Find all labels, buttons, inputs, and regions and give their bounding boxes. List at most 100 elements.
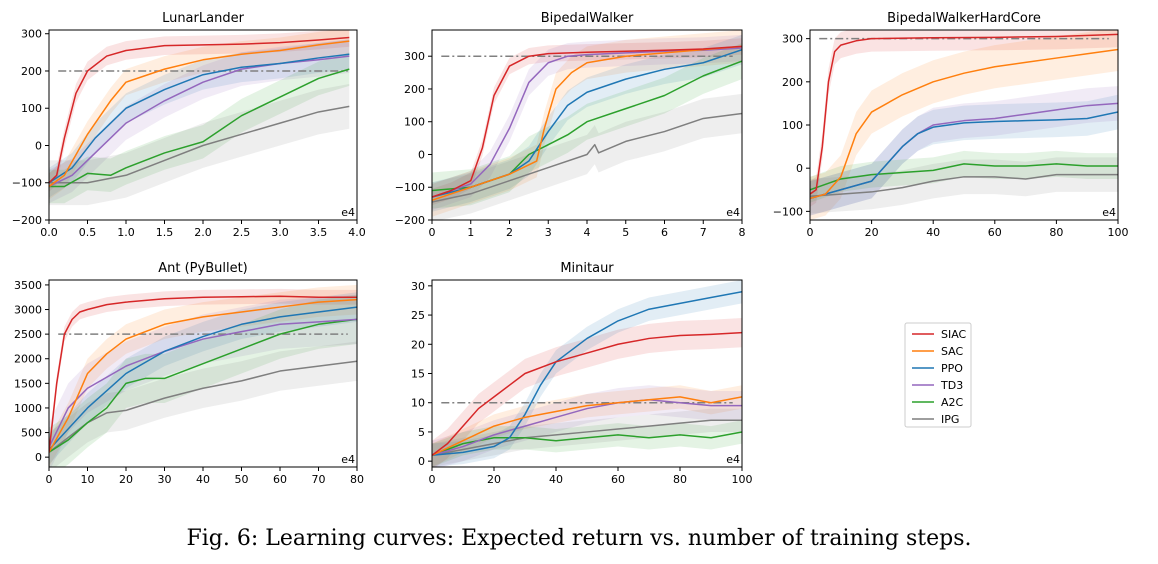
plot-area-lunarlander	[49, 30, 350, 206]
panel-title: Minitaur	[560, 261, 614, 276]
x-tick-label: 80	[673, 473, 687, 486]
x-scale-label: e4	[726, 206, 740, 219]
series-line-ppo	[49, 53, 350, 184]
legend: SIAC SAC PPO TD3 A2C IPG	[904, 322, 972, 428]
y-tick-label: 200	[404, 83, 425, 96]
plot-area-ant-pybullet	[49, 284, 357, 467]
y-tick-label: −100	[395, 181, 425, 194]
x-tick-label: 100	[1108, 226, 1129, 239]
band-td3	[49, 294, 357, 467]
series-line-sac	[432, 45, 742, 202]
legend-label-sac: SAC	[941, 345, 964, 358]
band-td3	[432, 34, 742, 211]
figure-caption: Fig. 6: Learning curves: Expected return…	[186, 526, 972, 551]
x-tick-label: 3.5	[310, 226, 328, 239]
y-tick-label: 1500	[14, 377, 42, 390]
y-tick-label: −200	[395, 214, 425, 227]
band-ipg	[49, 84, 350, 206]
x-tick-label: 0	[807, 226, 814, 239]
legend-label-ppo: PPO	[941, 362, 963, 375]
band-sac	[432, 385, 742, 467]
x-scale-label: e4	[341, 206, 355, 219]
band-a2c	[432, 420, 742, 467]
panel-lunarlander: LunarLander 0.0 0.5 1.0 1.5 2.0 2.5 3.0 3.5 4.0 −2…	[12, 11, 366, 239]
y-tick-label: 25	[411, 309, 425, 322]
y-tick-label: 10	[411, 397, 425, 410]
series-line-siac	[49, 295, 357, 453]
y-tick-label: 300	[21, 28, 42, 41]
series-line-sac	[810, 48, 1118, 200]
y-tick-label: 0	[35, 451, 42, 464]
series-line-ipg	[49, 105, 350, 184]
y-tick-label: 300	[404, 50, 425, 63]
y-tick-label: 100	[404, 116, 425, 129]
plot-area-minitaur	[432, 280, 742, 467]
legend-box	[904, 322, 972, 428]
x-tick-label: 0	[429, 226, 436, 239]
panel-title: Ant (PyBullet)	[158, 261, 248, 276]
legend-label-td3: TD3	[940, 379, 963, 392]
y-tick-label: −100	[773, 205, 803, 218]
panel-title: BipedalWalkerHardCore	[887, 11, 1041, 26]
x-tick-label: 0.0	[40, 226, 58, 239]
y-tick-label: 20	[411, 338, 425, 351]
x-scale-label: e4	[726, 453, 740, 466]
x-tick-label: 0	[429, 473, 436, 486]
series-line-sac	[49, 40, 350, 188]
legend-label-a2c: A2C	[941, 396, 964, 409]
x-tick-label: 4	[584, 226, 591, 239]
series-line-a2c	[810, 163, 1118, 191]
x-tick-label: 3.0	[271, 226, 289, 239]
band-siac	[49, 288, 357, 460]
series-line-ipg	[432, 112, 742, 203]
y-tick-label: −100	[12, 177, 42, 190]
band-ppo	[432, 34, 742, 212]
series-line-td3	[49, 55, 350, 188]
band-ipg	[810, 157, 1118, 214]
x-tick-label: 2.5	[233, 226, 251, 239]
x-tick-label: 80	[1049, 226, 1063, 239]
band-ipg	[432, 93, 742, 220]
band-a2c	[49, 294, 357, 467]
x-tick-label: 5	[622, 226, 629, 239]
band-td3	[432, 385, 742, 467]
plot-area-bipedalwalkerhardcore	[810, 30, 1118, 220]
x-scale-label: e4	[1102, 206, 1116, 219]
band-ppo	[432, 280, 742, 467]
band-a2c	[432, 43, 742, 209]
x-tick-label: 40	[926, 226, 940, 239]
y-tick-label: −200	[12, 214, 42, 227]
y-tick-label: 30	[411, 280, 425, 293]
band-ppo	[49, 39, 350, 198]
series-line-td3	[49, 318, 357, 448]
band-ppo	[810, 94, 1118, 216]
series-line-sac	[49, 298, 357, 453]
x-tick-label: 10	[81, 473, 95, 486]
y-tick-label: 0	[418, 455, 425, 468]
x-tick-label: 60	[988, 226, 1002, 239]
band-siac	[432, 317, 742, 467]
x-tick-label: 70	[312, 473, 326, 486]
x-tick-label: 6	[661, 226, 668, 239]
y-tick-label: 2000	[14, 353, 42, 366]
x-tick-label: 40	[196, 473, 210, 486]
panel-bipedalwalkerhardcore: BipedalWalkerHardCore 0 20 40 60 80 100 −100 0 10…	[773, 11, 1129, 239]
series-line-a2c	[49, 68, 350, 188]
panel-title: LunarLander	[162, 11, 245, 26]
y-tick-label: 100	[782, 119, 803, 132]
band-a2c	[49, 52, 350, 204]
band-sac	[810, 30, 1118, 220]
series-line-a2c	[49, 318, 357, 453]
band-td3	[810, 86, 1118, 216]
x-tick-label: 20	[119, 473, 133, 486]
y-tick-label: 3000	[14, 304, 42, 317]
y-tick-label: 200	[21, 65, 42, 78]
x-tick-label: 20	[487, 473, 501, 486]
series-line-ipg	[432, 419, 742, 457]
legend-label-siac: SIAC	[941, 328, 967, 341]
x-tick-label: 40	[549, 473, 563, 486]
series-line-ipg	[810, 173, 1118, 197]
band-sac	[49, 284, 357, 467]
band-siac	[49, 30, 350, 193]
